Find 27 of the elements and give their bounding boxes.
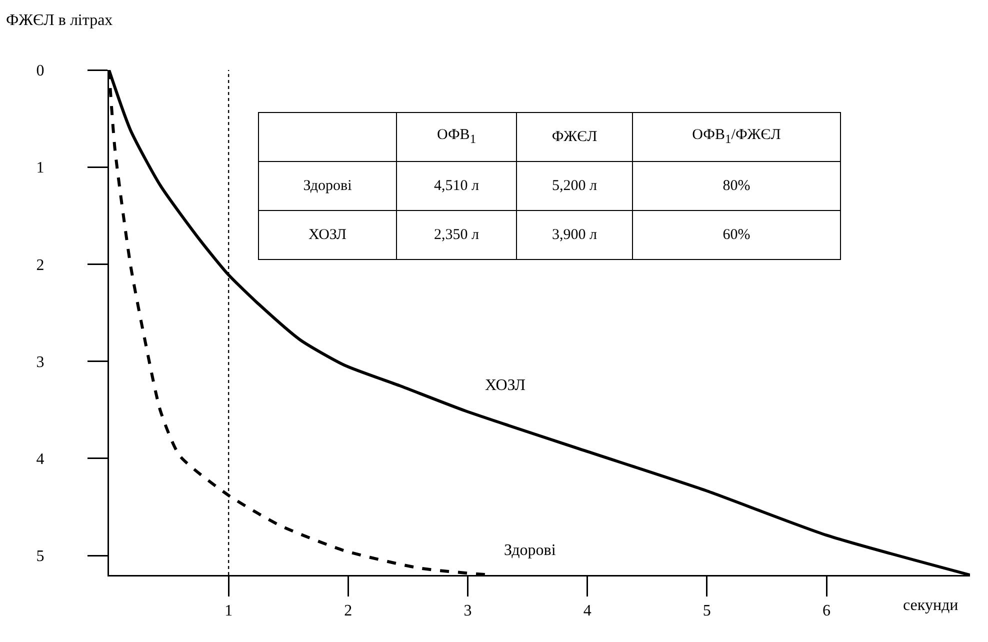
annotation: ОФВ$_{1}$ <box>396 112 516 162</box>
x-axis-title: секунди <box>903 597 959 614</box>
y-tick-label: 5 <box>36 548 44 566</box>
x-tick-label: 3 <box>464 602 472 620</box>
annotation: Здорові <box>258 162 396 210</box>
x-tick-label: 4 <box>583 602 592 620</box>
annotation: 5,200 л <box>516 162 632 210</box>
x-tick-label: 6 <box>822 602 830 620</box>
annotation: 4,510 л <box>396 162 516 210</box>
annotation: ХОЗЛ <box>258 210 396 260</box>
y-tick-label: 0 <box>36 62 44 80</box>
y-tick-label: 1 <box>36 160 44 177</box>
x-tick-label: 1 <box>224 602 233 620</box>
y-axis-title: ФЖЄЛ в літрах <box>6 12 113 29</box>
series-label: Здорові <box>504 542 556 559</box>
annotation: ФЖЄЛ <box>516 112 632 162</box>
series-label: ХОЗЛ <box>485 377 526 394</box>
annotation: 2,350 л <box>396 210 516 260</box>
x-tick-label: 5 <box>702 602 711 620</box>
annotation: 60% <box>632 210 840 260</box>
y-tick-label: 2 <box>36 256 44 274</box>
annotation: 3,900 л <box>516 210 632 260</box>
y-tick-label: 4 <box>36 451 44 468</box>
x-tick-label: 2 <box>344 602 352 620</box>
annotation: ОФВ$_{1}$/ФЖЄЛ <box>632 112 840 162</box>
annotation: 80% <box>632 162 840 210</box>
y-tick-label: 3 <box>36 354 44 371</box>
